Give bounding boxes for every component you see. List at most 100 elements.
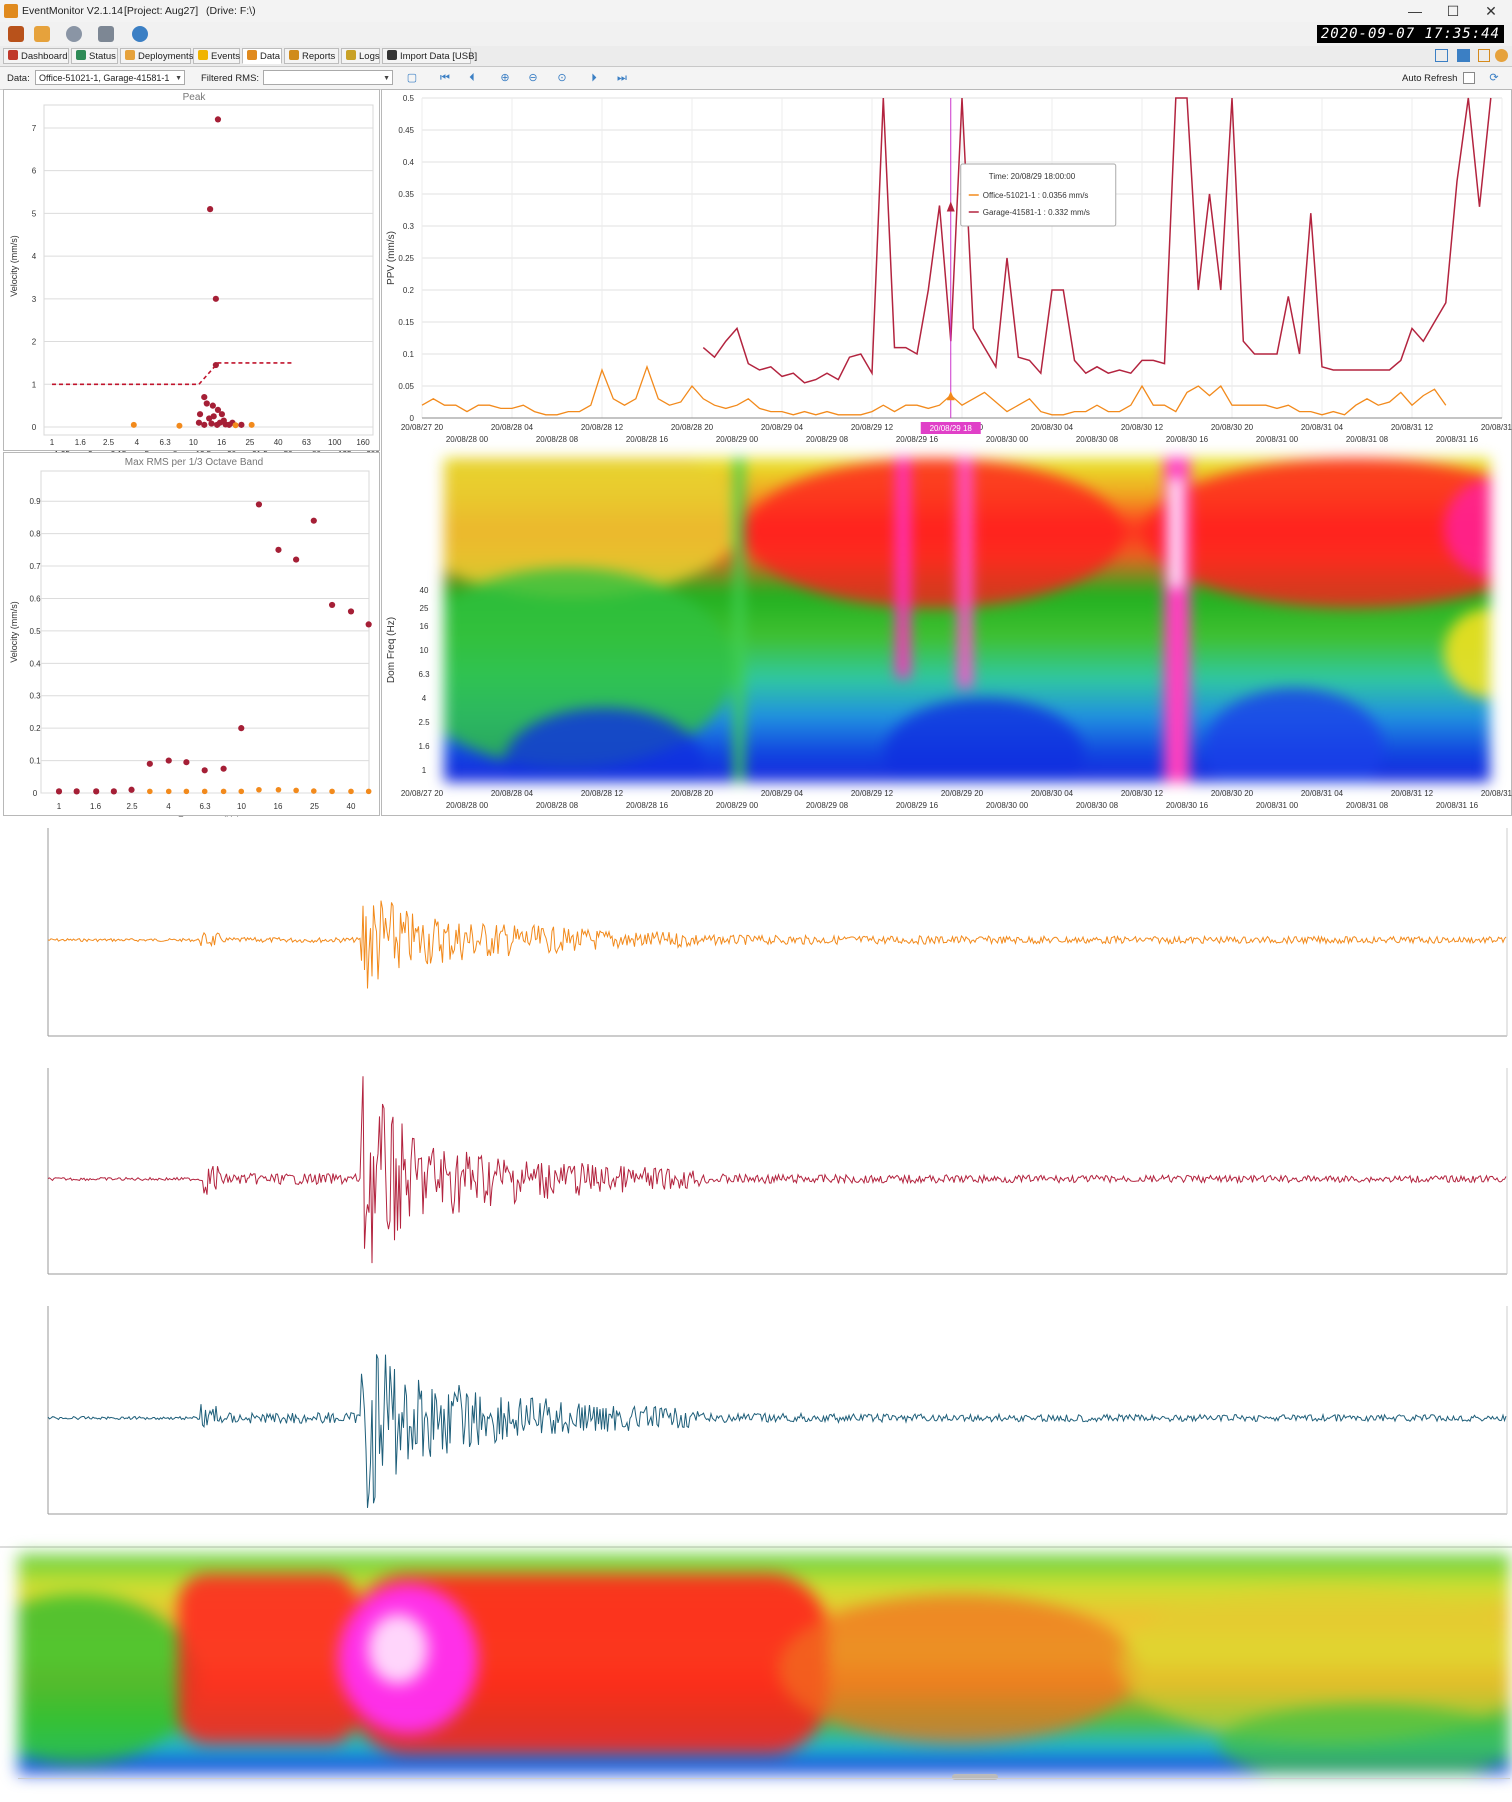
y-tick-label: 4 — [422, 694, 427, 703]
tab-import-data[interactable]: Import Data [USB] — [382, 48, 477, 64]
y-tick-label: 25 — [420, 604, 429, 613]
tab-deployments[interactable]: Deployments — [120, 48, 193, 64]
y-tick-label: 10 — [420, 646, 429, 655]
tab-dashboard[interactable]: Dashboard — [3, 48, 69, 64]
peak-point-garage — [207, 206, 214, 213]
x-tick-label: 20/08/28 12 — [581, 423, 624, 432]
gear-icon[interactable] — [66, 26, 82, 42]
info-icon[interactable] — [132, 26, 148, 42]
database-icon — [247, 50, 257, 60]
x-tick-label: 10 — [189, 438, 198, 447]
rms-chart: Max RMS per 1/3 Octave Band 0 0.1 0.2 0.3 0.4… — [9, 457, 372, 825]
x-tick-label: 20/08/31 08 — [1346, 801, 1389, 810]
first-page-icon[interactable]: ⏮ — [440, 72, 450, 84]
x-tick-label: 20/08/30 08 — [1076, 435, 1119, 444]
x-tick-label: 20/08/28 08 — [536, 435, 579, 444]
event-spectrogram — [0, 1546, 1512, 1802]
copy-icon[interactable] — [1478, 49, 1490, 62]
x-tick-label: 20/08/28 04 — [491, 423, 534, 432]
y-tick-label: 3 — [32, 295, 37, 304]
spectrogram-scrollbar[interactable] — [952, 1774, 998, 1780]
rms-point-garage — [347, 608, 355, 615]
garage-ppv-series — [702, 97, 1492, 384]
tab-events[interactable]: Events — [193, 48, 240, 64]
usb-icon — [387, 50, 397, 60]
plot-area — [43, 104, 374, 436]
peak-point-office — [130, 421, 137, 428]
tooltip-time: Time: 20/08/29 18:00:00 — [989, 172, 1076, 181]
x-tick-label: 20/08/29 12 — [851, 789, 894, 798]
rms-point-garage — [220, 765, 227, 772]
rms-point-garage — [365, 621, 372, 628]
filtered-rms-select[interactable]: ▼ — [263, 70, 393, 85]
open-project-icon[interactable] — [34, 26, 50, 42]
x-tick-label: 20/08/27 20 — [401, 789, 444, 798]
tools-icon[interactable] — [98, 26, 114, 42]
rms-title: Max RMS per 1/3 Octave Band — [125, 457, 263, 468]
y-tick-label: 2 — [32, 338, 37, 347]
y-tick-label: 1 — [32, 380, 37, 389]
last-page-icon[interactable]: ⏭ — [617, 72, 627, 84]
maximize-button[interactable]: ☐ — [1446, 3, 1460, 19]
ppv-chart[interactable]: 0 0.05 0.1 0.15 0.2 0.25 0.3 0.35 0.4 0.45 0.5 20/0… — [382, 90, 1512, 450]
peak-point-garage — [210, 413, 217, 420]
peak-panel: Peak0123456711.62.546.310162540631001601… — [3, 89, 380, 472]
rms-point-office — [165, 788, 172, 795]
zoom-window-icon[interactable] — [1435, 49, 1448, 62]
clock-display: 2020-09-07 17:35:44 — [1316, 25, 1504, 43]
peak-point-office — [248, 421, 255, 428]
minimize-button[interactable]: — — [1408, 3, 1422, 19]
x-tick-label: 1 — [57, 802, 62, 811]
briefcase-icon[interactable] — [8, 26, 24, 42]
zoom-in-icon[interactable]: ⊕ — [500, 72, 510, 84]
x-tick-label: 20/08/30 04 — [1031, 789, 1074, 798]
y-tick-label: 0.45 — [398, 126, 414, 135]
peak-point-garage — [214, 406, 222, 414]
tab-label: Status — [89, 51, 116, 62]
rms-point-garage — [93, 788, 100, 795]
tab-label: Logs — [359, 51, 380, 62]
settings-icon[interactable] — [1495, 49, 1508, 62]
rms-point-garage — [128, 786, 135, 793]
tab-label: Dashboard — [21, 51, 68, 62]
y-tick-label: 2.5 — [418, 718, 430, 727]
refresh-icon[interactable]: ⟳ — [1489, 72, 1499, 84]
y-tick-label: 0.5 — [403, 94, 415, 103]
y-tick-label: 0 — [410, 414, 415, 423]
x-tick-label: 20/08/31 00 — [1256, 435, 1299, 444]
office-ppv-series — [421, 364, 1447, 416]
rms-point-office — [329, 788, 335, 795]
x-tick-label: 10 — [237, 802, 246, 811]
tab-bar: Dashboard Status Deployments Events Data… — [0, 46, 1512, 67]
data-selection-bar: Data: Office-51021-1, Garage-41581-1 ▼ Fi… — [0, 67, 1512, 90]
rms-point-garage — [183, 759, 190, 766]
x-tick-label: 20/08/31 12 — [1391, 423, 1434, 432]
tab-data[interactable]: Data — [242, 48, 282, 64]
export-icon[interactable] — [1457, 49, 1470, 62]
fit-view-icon[interactable]: ▢ — [406, 72, 418, 84]
cursor-marker-garage — [946, 201, 955, 212]
data-select[interactable]: Office-51021-1, Garage-41581-1 ▼ — [35, 70, 185, 85]
x-tick-label: 20/08/28 16 — [626, 801, 669, 810]
rms-point-garage — [238, 725, 245, 732]
tab-logs[interactable]: Logs — [341, 48, 380, 64]
tab-reports[interactable]: Reports — [284, 48, 339, 64]
x-tick-label: 20/08/28 20 — [671, 789, 714, 798]
previous-page-icon[interactable]: ⏴ — [469, 72, 475, 84]
peak-point-garage — [212, 361, 219, 369]
rms-point-garage — [110, 788, 117, 795]
close-button[interactable]: ✕ — [1485, 3, 1497, 19]
x-tick-label: 20/08/28 08 — [536, 801, 579, 810]
auto-refresh-checkbox[interactable] — [1463, 72, 1475, 84]
next-page-icon[interactable]: ⏵ — [591, 72, 597, 84]
zoom-reset-icon[interactable]: ⊙ — [557, 72, 567, 84]
y-tick-label: 0.9 — [29, 497, 41, 506]
tab-status[interactable]: Status — [71, 48, 118, 64]
rms-point-garage — [146, 760, 153, 767]
zoom-out-icon[interactable]: ⊖ — [528, 72, 538, 84]
peak-point-garage — [201, 421, 208, 428]
x-tick-label: 20/08/30 04 — [1031, 423, 1074, 432]
rms-point-garage — [165, 757, 172, 764]
rms-point-office — [365, 788, 372, 795]
y-tick-label: 16 — [420, 622, 429, 631]
